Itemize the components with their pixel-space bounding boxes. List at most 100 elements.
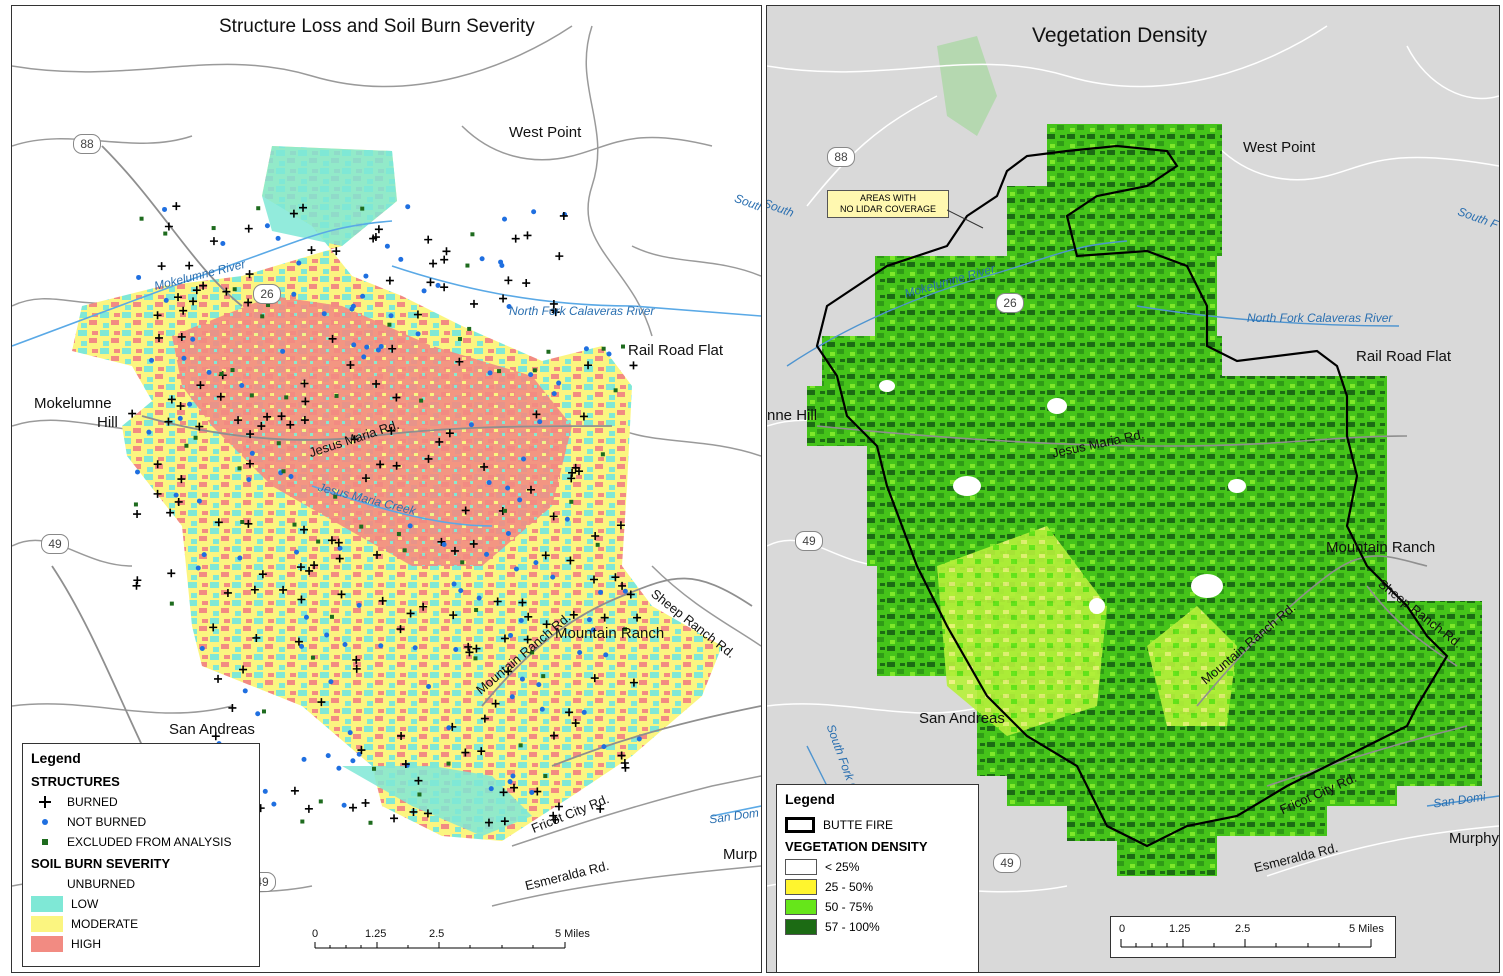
- not-burned-structure-marker: [601, 744, 607, 750]
- burned-structure-marker: [450, 546, 459, 555]
- not-burned-structure-marker: [636, 736, 642, 742]
- not-burned-structure-marker: [435, 282, 441, 288]
- excluded-structure-marker: [467, 326, 472, 331]
- excluded-structure-marker: [600, 452, 605, 457]
- burned-structure-marker: [334, 538, 343, 547]
- burned-structure-marker: [304, 804, 313, 813]
- legend-unburned-label: UNBURNED: [67, 877, 136, 891]
- burned-structure-marker: [195, 422, 204, 431]
- burned-structure-marker: [216, 392, 225, 401]
- excluded-structure-marker: [193, 435, 198, 440]
- not-burned-structure-marker: [528, 372, 534, 378]
- burned-structure-marker: [222, 287, 231, 296]
- not-burned-structure-marker: [536, 682, 542, 688]
- not-burned-structure-marker: [598, 589, 604, 595]
- excluded-structure-marker: [266, 303, 271, 308]
- burned-structure-marker: [164, 417, 173, 426]
- burned-structure-marker: [569, 610, 578, 619]
- burned-structure-marker: [591, 531, 600, 540]
- not-burned-structure-marker: [564, 516, 570, 522]
- not-burned-structure-marker: [533, 560, 539, 566]
- burned-structure-marker: [372, 379, 381, 388]
- burned-structure-marker: [252, 633, 261, 642]
- not-burned-structure-marker: [360, 293, 366, 299]
- not-burned-structure-marker: [412, 645, 418, 651]
- excluded-structure-marker: [368, 820, 373, 825]
- burned-structure-marker: [526, 485, 535, 494]
- burned-structure-marker: [192, 286, 201, 295]
- excluded-structure-marker: [316, 539, 321, 544]
- excluded-structure-marker: [284, 395, 289, 400]
- burned-structure-marker: [327, 536, 336, 545]
- not-burned-structure-marker: [398, 256, 404, 262]
- legend-excluded-label: EXCLUDED FROM ANALYSIS: [67, 835, 232, 849]
- burned-structure-marker: [484, 818, 493, 827]
- fire-perimeter-swatch: [785, 817, 815, 833]
- not-burned-structure-marker: [291, 291, 297, 297]
- excluded-structure-marker: [359, 524, 364, 529]
- low-severity-north: [262, 146, 397, 246]
- not-burned-structure-marker: [510, 773, 516, 779]
- excluded-structure-marker: [329, 614, 334, 619]
- burned-structure-marker: [424, 454, 433, 463]
- not-burned-structure-marker: [519, 676, 525, 682]
- right-legend: Legend BUTTE FIRE VEGETATION DENSITY < 2…: [776, 784, 979, 972]
- high-swatch: [31, 936, 63, 952]
- excluded-structure-marker: [470, 232, 475, 237]
- legend-d2-label: 25 - 50%: [825, 880, 874, 894]
- excluded-structure-marker: [417, 792, 422, 797]
- not-burned-structure-marker: [249, 450, 255, 456]
- right-scale-1: 1.25: [1169, 923, 1191, 935]
- burned-structure-marker: [568, 468, 577, 477]
- burned-structure-marker: [611, 573, 620, 582]
- burned-structure-marker: [244, 519, 253, 528]
- burned-structure-marker: [589, 575, 598, 584]
- not-burned-structure-marker: [350, 758, 356, 764]
- not-burned-structure-marker: [506, 304, 512, 310]
- burned-structure-marker: [633, 613, 642, 622]
- highway-49-shield-south: 49: [993, 853, 1021, 873]
- burned-structure-marker: [440, 255, 449, 264]
- burned-structure-marker: [571, 463, 580, 472]
- excluded-structure-marker: [532, 368, 537, 373]
- right-roads: [816, 425, 1468, 787]
- not-burned-structure-marker: [426, 684, 432, 690]
- not-burned-structure-marker: [421, 288, 427, 294]
- burned-structure-marker: [565, 708, 574, 717]
- burned-structure-marker: [426, 278, 435, 287]
- excluded-structure-marker: [518, 743, 523, 748]
- burned-structure-marker: [409, 807, 418, 816]
- excluded-structure-marker: [230, 368, 235, 373]
- legend-density-heading: VEGETATION DENSITY: [785, 839, 928, 854]
- burned-structure-marker: [279, 585, 288, 594]
- legend-title: Legend: [785, 791, 835, 807]
- burned-structure-marker: [246, 430, 255, 439]
- burned-structure-marker: [397, 731, 406, 740]
- burned-structure-marker: [414, 776, 423, 785]
- burned-structure-marker: [455, 357, 464, 366]
- burned-structure-marker: [566, 556, 575, 565]
- legend-d3-label: 50 - 75%: [825, 900, 874, 914]
- left-scale-1: 1.25: [365, 928, 387, 940]
- burned-structure-marker: [542, 620, 551, 629]
- not-burned-structure-marker: [220, 241, 226, 247]
- burned-structure-marker: [214, 674, 223, 683]
- not-burned-structure-marker: [162, 206, 168, 212]
- not-burned-structure-marker: [146, 429, 152, 435]
- burned-structure-marker: [352, 664, 361, 673]
- not-burned-structure-marker: [537, 419, 543, 425]
- excluded-structure-marker: [541, 674, 546, 679]
- not-burned-structure-marker: [303, 614, 309, 620]
- excluded-structure-marker: [446, 761, 451, 766]
- not-burned-structure-marker: [136, 274, 142, 280]
- burned-structure-marker: [549, 731, 558, 740]
- river-north-fork: North Fork Calaveras River: [509, 304, 655, 318]
- legend-low-label: LOW: [71, 897, 99, 911]
- not-burned-structure-marker: [296, 260, 302, 266]
- not-burned-structure-marker: [446, 725, 452, 731]
- not-burned-dot-icon: [31, 815, 59, 829]
- burned-structure-marker: [449, 611, 458, 620]
- not-burned-structure-marker: [294, 549, 300, 555]
- excluded-structure-marker: [219, 371, 224, 376]
- not-burned-structure-marker: [288, 473, 294, 479]
